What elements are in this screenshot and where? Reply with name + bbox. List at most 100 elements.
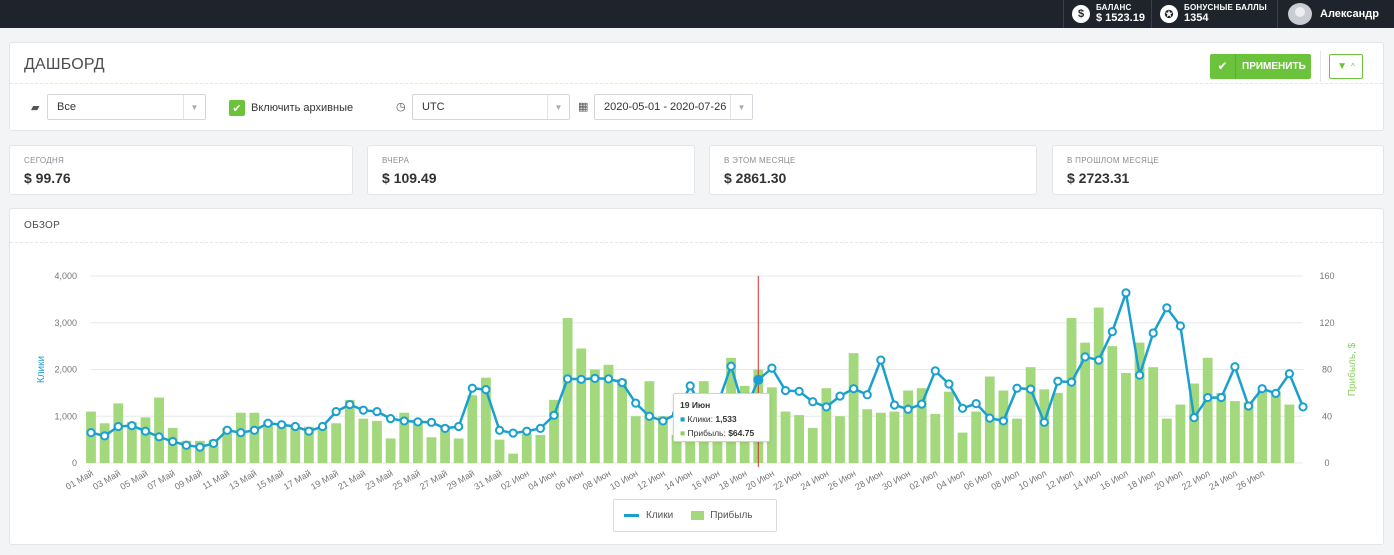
- x-tick-label: 27 Май: [418, 468, 449, 492]
- chevron-down-icon: ▼: [547, 95, 569, 119]
- legend-item-profit[interactable]: Прибыль: [710, 510, 753, 521]
- profit-bar: [1230, 401, 1240, 463]
- chevron-down-icon: ▼: [183, 95, 205, 119]
- x-tick-label: 22 Июл: [1180, 468, 1212, 492]
- profit-bar: [1025, 367, 1036, 463]
- x-tick-label: 31 Май: [472, 468, 503, 492]
- profit-bar: [1121, 373, 1131, 463]
- x-tick-label: 06 Июн: [554, 468, 586, 492]
- clicks-point: [222, 425, 232, 435]
- clicks-point: [358, 405, 368, 415]
- archive-checkbox[interactable]: ✔: [229, 100, 245, 116]
- x-tick-label: 30 Июн: [880, 468, 912, 492]
- legend-clicks-swatch: [624, 514, 639, 517]
- profit-bar: [821, 388, 832, 463]
- clicks-point: [304, 426, 314, 436]
- x-tick-label: 23 Май: [363, 468, 394, 492]
- profit-bar: [276, 423, 287, 463]
- clicks-point: [617, 377, 627, 388]
- chevron-up-icon: ^: [1351, 62, 1355, 71]
- y-left-tick-label: 2,000: [54, 365, 77, 375]
- y-left-axis-title: Клики: [36, 356, 47, 383]
- profit-bar: [140, 417, 151, 463]
- date-range-value: 2020-05-01 - 2020-07-26: [604, 101, 727, 113]
- archive-checkbox-label: Включить архивные: [251, 102, 354, 114]
- clicks-point: [644, 411, 654, 421]
- profit-bar: [154, 397, 164, 463]
- apply-button[interactable]: ✔ ПРИМЕНИТЬ: [1210, 54, 1311, 79]
- profit-bar: [944, 391, 954, 463]
- overview-chart[interactable]: 0 0 1,000 40 2,000 80 3,000 120 4,000 160 Клики При…: [10, 209, 1383, 544]
- timezone-select[interactable]: UTC ▼: [412, 94, 570, 120]
- clicks-point: [794, 386, 804, 396]
- clicks-point: [590, 373, 600, 383]
- check-icon: ✔: [1210, 54, 1236, 79]
- clicks-point: [753, 374, 764, 385]
- clicks-point: [957, 403, 968, 413]
- x-tick-label: 29 Май: [445, 468, 476, 492]
- y-right-tick-label: 40: [1322, 411, 1332, 421]
- clicks-point: [440, 423, 450, 434]
- clicks-point: [1175, 321, 1186, 331]
- clicks-point: [903, 404, 913, 414]
- x-tick-label: 18 Июл: [1126, 468, 1158, 492]
- bonus-label: БОНУСНЫЕ БАЛЛЫ: [1184, 3, 1267, 12]
- profit-bar: [385, 438, 396, 463]
- x-tick-label: 05 Май: [118, 468, 149, 492]
- clicks-point: [345, 399, 355, 410]
- profit-bar: [903, 390, 913, 463]
- profit-bar: [263, 420, 273, 463]
- clicks-point: [263, 418, 273, 428]
- profit-bar: [412, 419, 423, 463]
- clicks-point: [821, 402, 831, 412]
- avatar: [1288, 3, 1312, 25]
- clicks-swatch-icon: ■: [680, 414, 686, 424]
- folder-icon: ▰: [31, 102, 40, 114]
- chart-tooltip: 19 Июн ■ Клики: 1,533 ■ Прибыль: $64.75: [673, 393, 770, 442]
- x-tick-label: 17 Май: [282, 468, 313, 492]
- user-menu[interactable]: Александр: [1277, 0, 1394, 28]
- profit-bar: [1270, 391, 1281, 463]
- profit-bar: [603, 364, 614, 463]
- legend-item-clicks[interactable]: Клики: [646, 510, 674, 521]
- stat-label: ВЧЕРА: [382, 156, 410, 165]
- profit-bar: [617, 378, 628, 463]
- calendar-icon: ▦: [578, 101, 589, 113]
- x-tick-label: 06 Июл: [962, 468, 994, 492]
- profit-bar: [372, 420, 382, 463]
- clicks-point: [1012, 383, 1022, 393]
- balance-widget[interactable]: $ БАЛАНС $ 1523.19: [1063, 0, 1151, 28]
- clicks-point: [1298, 402, 1308, 412]
- clicks-point: [917, 399, 927, 409]
- bonus-widget[interactable]: ✪ БОНУСНЫЕ БАЛЛЫ 1354: [1151, 0, 1277, 28]
- profit-bar: [453, 438, 464, 463]
- profit-bar: [1052, 392, 1063, 463]
- profit-bar: [317, 426, 328, 463]
- clicks-point: [494, 425, 505, 435]
- x-tick-label: 22 Июн: [772, 468, 804, 492]
- profit-bar: [1189, 383, 1199, 463]
- profit-bar: [630, 416, 641, 463]
- profit-bar: [957, 432, 968, 463]
- divider: [10, 242, 1383, 243]
- profit-bar: [916, 388, 927, 463]
- x-tick-label: 16 Июл: [1098, 468, 1130, 492]
- x-tick-label: 09 Май: [173, 468, 204, 492]
- clicks-point: [208, 438, 219, 448]
- profit-bar: [1080, 342, 1091, 463]
- clicks-point: [631, 398, 641, 408]
- y-right-axis-title: Прибыль, $: [1346, 342, 1358, 396]
- x-tick-label: 19 Май: [309, 468, 340, 492]
- x-tick-label: 04 Июл: [935, 468, 967, 492]
- campaign-select[interactable]: Все ▼: [47, 94, 206, 120]
- clicks-point: [862, 390, 872, 400]
- filter-toggle-button[interactable]: ▼ ^: [1329, 54, 1363, 79]
- clicks-point: [576, 374, 586, 384]
- x-tick-label: 08 Июл: [989, 468, 1021, 492]
- tooltip-clicks-label: Клики:: [687, 414, 714, 424]
- balance-label: БАЛАНС: [1096, 3, 1132, 12]
- profit-bar: [889, 411, 900, 463]
- profit-bar: [399, 412, 410, 463]
- date-range-select[interactable]: 2020-05-01 - 2020-07-26 ▼: [594, 94, 753, 120]
- clicks-point: [113, 421, 123, 432]
